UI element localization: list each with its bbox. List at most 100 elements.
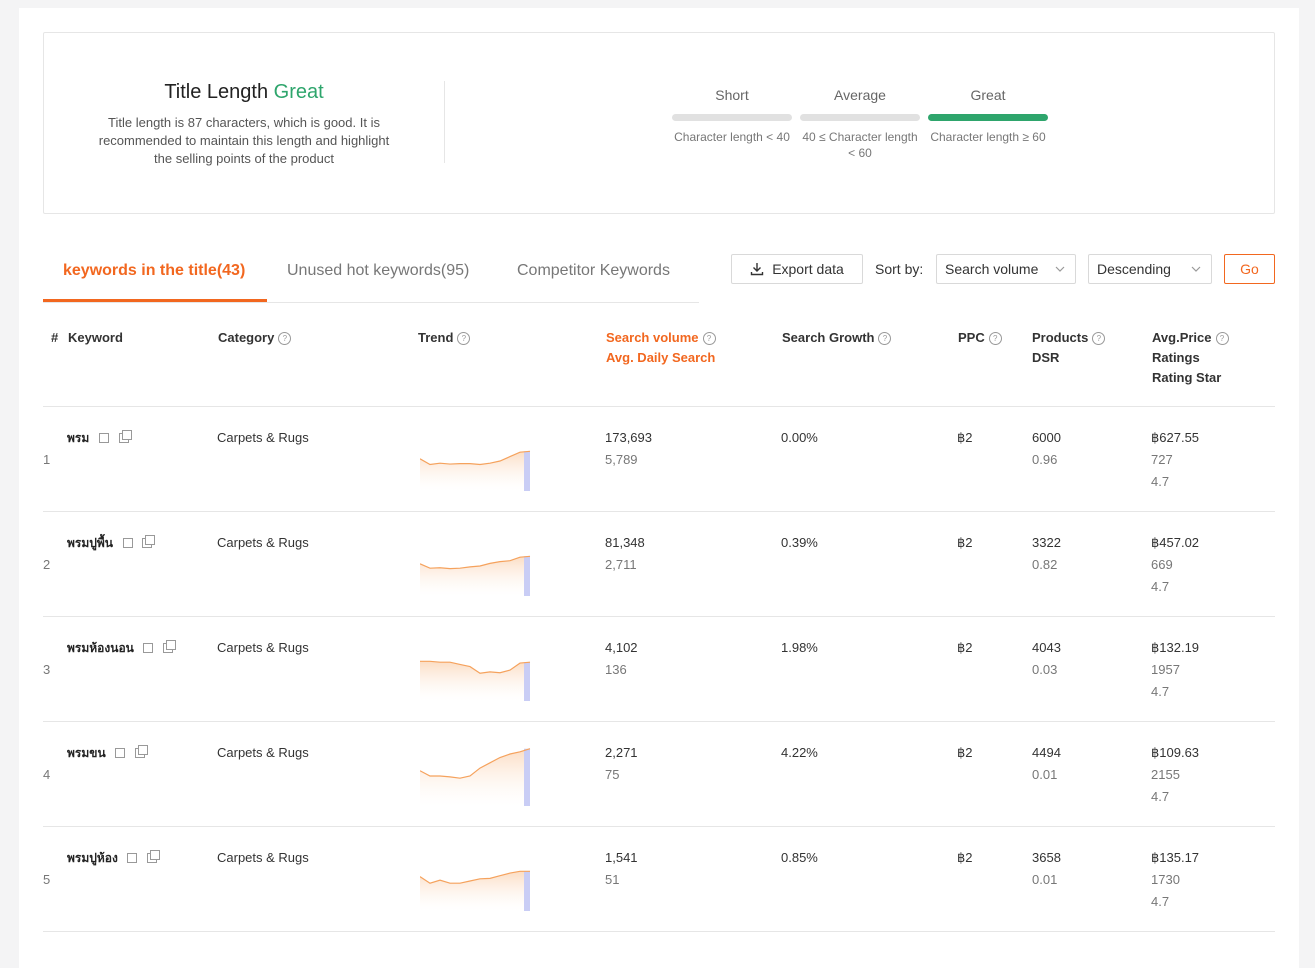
dsr-cell: 0.01 [1032, 767, 1058, 782]
external-link-icon[interactable] [127, 853, 138, 863]
dsr-cell: 0.96 [1032, 452, 1058, 467]
category-cell: Carpets & Rugs [217, 430, 309, 445]
copy-icon[interactable] [134, 745, 148, 758]
sort-order-select[interactable]: Descending [1088, 254, 1212, 284]
ratings-cell: 1957 [1151, 662, 1180, 677]
header-search-volume-label: Search volume [606, 330, 699, 345]
avg-daily-search-cell: 75 [605, 767, 620, 782]
keyword-cell: พรมห้องนอน [67, 637, 177, 659]
header-ppc: PPC? [958, 328, 1002, 348]
search-volume-cell: 173,693 [605, 430, 652, 445]
search-volume-cell: 4,102 [605, 640, 638, 655]
title-length-heading: Title Length Great [84, 81, 404, 104]
trend-line [420, 450, 531, 466]
active-tab-indicator [43, 299, 267, 302]
trend-sparkline[interactable] [420, 742, 536, 806]
header-keyword: Keyword [68, 330, 123, 345]
help-icon[interactable]: ? [1092, 332, 1106, 345]
keyword-text[interactable]: พรมปูห้อง [67, 851, 118, 865]
keyword-text[interactable]: พรมปูพื้น [67, 536, 113, 550]
help-icon[interactable]: ? [702, 332, 716, 345]
header-products-label: Products [1032, 330, 1089, 345]
header-category: Category? [218, 328, 292, 348]
content-panel: Title Length Great Title length is 87 ch… [19, 8, 1299, 968]
external-link-icon[interactable] [115, 748, 126, 758]
title-length-card: Title Length Great Title length is 87 ch… [43, 32, 1275, 214]
sort-field-select[interactable]: Search volume [936, 254, 1076, 284]
external-link-icon[interactable] [98, 433, 109, 443]
keyword-cell: พรมปูห้อง [67, 847, 161, 869]
category-cell: Carpets & Rugs [217, 535, 309, 550]
keyword-cell: พรม [67, 427, 132, 449]
trend-current-band [524, 662, 530, 701]
trend-sparkline[interactable] [420, 427, 536, 491]
title-length-label: Title Length [164, 81, 269, 103]
products-cell: 3658 [1032, 850, 1061, 865]
trend-area [420, 748, 530, 806]
table-row[interactable]: 3 พรมห้องนอน Carpets & Rugs 4,102 136 1.… [43, 617, 1275, 722]
ppc-cell: ฿2 [957, 640, 973, 655]
level-name: Short [715, 87, 749, 103]
ratings-cell: 669 [1151, 557, 1173, 572]
avg-price-cell: ฿109.63 [1151, 745, 1200, 760]
trend-area [420, 451, 530, 491]
trend-current-band [524, 871, 530, 911]
go-button[interactable]: Go [1224, 254, 1275, 284]
keyword-text[interactable]: พรมขน [67, 746, 106, 760]
header-trend: Trend? [418, 328, 471, 348]
keyword-text[interactable]: พรม [67, 431, 90, 445]
trend-sparkline[interactable] [420, 637, 536, 701]
help-icon[interactable]: ? [878, 332, 892, 345]
copy-icon[interactable] [147, 850, 161, 863]
tab-competitor-keywords[interactable]: Competitor Keywords [517, 262, 670, 279]
tab-keywords-in-title[interactable]: keywords in the title(43) [63, 262, 246, 279]
row-index: 5 [43, 872, 51, 887]
copy-icon[interactable] [163, 640, 177, 653]
rating-star-cell: 4.7 [1151, 684, 1170, 699]
row-index: 2 [43, 557, 51, 572]
search-growth-cell: 1.98% [781, 640, 818, 655]
avg-daily-search-cell: 2,711 [605, 557, 637, 572]
trend-sparkline[interactable] [420, 847, 536, 911]
header-search-volume[interactable]: Search volume? Avg. Daily Search [606, 328, 716, 368]
level-bar [800, 114, 920, 121]
help-icon[interactable]: ? [1215, 332, 1229, 345]
help-icon[interactable]: ? [278, 332, 292, 345]
trend-sparkline[interactable] [420, 532, 536, 596]
export-data-button[interactable]: Export data [731, 254, 863, 284]
dsr-cell: 0.82 [1032, 557, 1058, 572]
rating-star-cell: 4.7 [1151, 789, 1170, 804]
keyword-text[interactable]: พรมห้องนอน [67, 641, 134, 655]
products-cell: 6000 [1032, 430, 1061, 445]
rating-star-cell: 4.7 [1151, 579, 1170, 594]
help-icon[interactable]: ? [988, 332, 1002, 345]
table-row[interactable]: 4 พรมขน Carpets & Rugs 2,271 75 4.22% ฿2… [43, 722, 1275, 827]
external-link-icon[interactable] [143, 643, 154, 653]
level-bar [672, 114, 792, 121]
table-row[interactable]: 1 พรม Carpets & Rugs 173,693 5,789 0.00%… [43, 407, 1275, 512]
help-icon[interactable]: ? [457, 332, 471, 345]
tab-unused-hot-keywords[interactable]: Unused hot keywords(95) [287, 262, 470, 279]
category-cell: Carpets & Rugs [217, 745, 309, 760]
ratings-cell: 727 [1151, 452, 1173, 467]
trend-line [420, 748, 531, 779]
card-divider [444, 81, 445, 163]
table-row[interactable]: 2 พรมปูพื้น Carpets & Rugs 81,348 2,711 … [43, 512, 1275, 617]
copy-icon[interactable] [142, 535, 156, 548]
level-great: Great Character length ≥ 60 [928, 87, 1048, 145]
row-index: 1 [43, 452, 51, 467]
trend-line [420, 870, 530, 884]
copy-icon[interactable] [118, 430, 132, 443]
trend-line [420, 660, 531, 674]
sort-by-label: Sort by: [875, 261, 924, 277]
header-index: # [51, 330, 59, 345]
external-link-icon[interactable] [122, 538, 133, 548]
search-growth-cell: 0.00% [781, 430, 818, 445]
ratings-cell: 2155 [1151, 767, 1180, 782]
ppc-cell: ฿2 [957, 850, 973, 865]
keyword-tabs: keywords in the title(43) Unused hot key… [43, 248, 699, 303]
category-cell: Carpets & Rugs [217, 850, 309, 865]
table-row[interactable]: 5 พรมปูห้อง Carpets & Rugs 1,541 51 0.85… [43, 827, 1275, 932]
trend-area [420, 556, 530, 596]
avg-daily-search-cell: 136 [605, 662, 627, 677]
